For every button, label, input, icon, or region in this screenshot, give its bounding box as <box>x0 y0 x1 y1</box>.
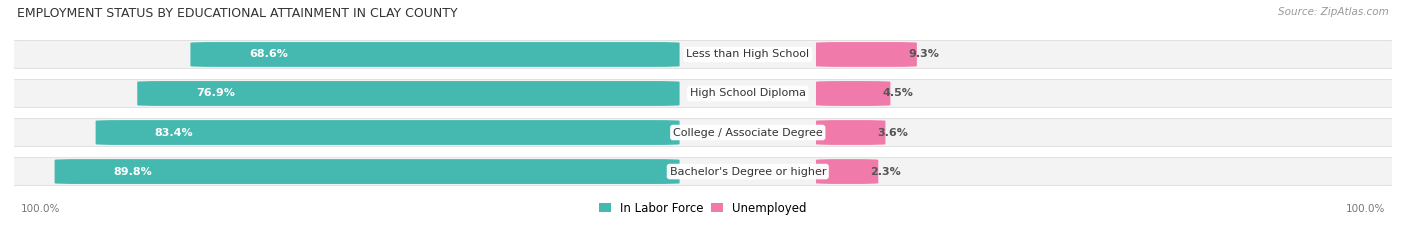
Text: 3.6%: 3.6% <box>877 127 908 137</box>
Text: Less than High School: Less than High School <box>686 49 810 59</box>
Text: College / Associate Degree: College / Associate Degree <box>673 127 823 137</box>
FancyBboxPatch shape <box>4 80 1402 107</box>
FancyBboxPatch shape <box>0 79 1406 108</box>
Text: Source: ZipAtlas.com: Source: ZipAtlas.com <box>1278 7 1389 17</box>
Text: 2.3%: 2.3% <box>870 167 901 177</box>
Text: 4.5%: 4.5% <box>882 89 912 99</box>
Text: 9.3%: 9.3% <box>908 49 939 59</box>
FancyBboxPatch shape <box>4 41 1402 68</box>
FancyBboxPatch shape <box>55 159 679 184</box>
FancyBboxPatch shape <box>0 118 1406 147</box>
Text: 76.9%: 76.9% <box>197 89 235 99</box>
FancyBboxPatch shape <box>0 40 1406 69</box>
Text: 100.0%: 100.0% <box>1346 204 1385 214</box>
FancyBboxPatch shape <box>815 159 879 184</box>
Legend: In Labor Force, Unemployed: In Labor Force, Unemployed <box>595 197 811 219</box>
Text: High School Diploma: High School Diploma <box>690 89 806 99</box>
FancyBboxPatch shape <box>138 81 679 106</box>
Text: 89.8%: 89.8% <box>114 167 153 177</box>
Text: 83.4%: 83.4% <box>155 127 194 137</box>
Text: EMPLOYMENT STATUS BY EDUCATIONAL ATTAINMENT IN CLAY COUNTY: EMPLOYMENT STATUS BY EDUCATIONAL ATTAINM… <box>17 7 457 20</box>
FancyBboxPatch shape <box>4 158 1402 185</box>
Text: 68.6%: 68.6% <box>250 49 288 59</box>
FancyBboxPatch shape <box>815 42 917 67</box>
Text: Bachelor's Degree or higher: Bachelor's Degree or higher <box>669 167 827 177</box>
FancyBboxPatch shape <box>815 120 886 145</box>
Text: 100.0%: 100.0% <box>21 204 60 214</box>
FancyBboxPatch shape <box>190 42 679 67</box>
FancyBboxPatch shape <box>815 81 890 106</box>
FancyBboxPatch shape <box>96 120 679 145</box>
FancyBboxPatch shape <box>0 157 1406 186</box>
FancyBboxPatch shape <box>4 119 1402 146</box>
